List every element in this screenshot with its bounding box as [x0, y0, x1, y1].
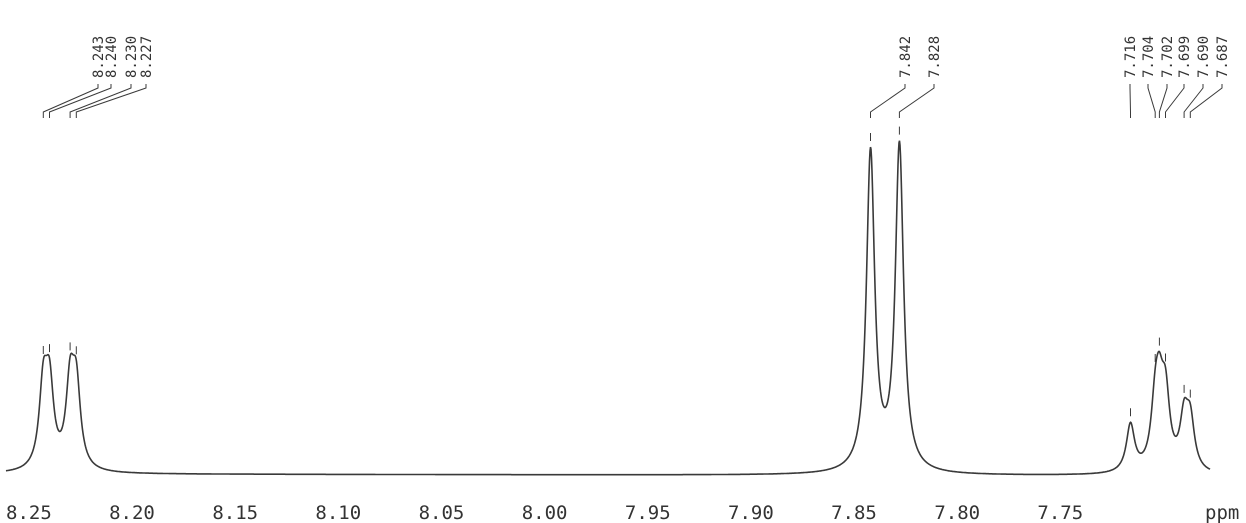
x-tick-label: 8.15	[212, 502, 258, 523]
peak-label: 8.227	[139, 36, 155, 78]
peak-label-connector	[1158, 84, 1168, 118]
peak-label-connector	[1189, 84, 1223, 118]
x-tick-label: 7.75	[1037, 502, 1083, 523]
x-tick-label: 8.10	[315, 502, 361, 523]
peak-label: 7.687	[1215, 36, 1231, 78]
x-axis-unit-label: ppm	[1205, 502, 1239, 523]
peak-label-connector	[49, 84, 112, 118]
x-tick-label: 7.95	[625, 502, 671, 523]
peak-label-connector	[1129, 84, 1131, 118]
peak-label: 7.690	[1196, 36, 1212, 78]
peak-label: 7.828	[927, 36, 943, 78]
peak-label: 7.702	[1160, 36, 1176, 78]
peak-label: 8.230	[124, 36, 140, 78]
peak-label: 7.704	[1141, 36, 1157, 78]
peak-label-connector	[1147, 84, 1156, 118]
x-tick-label: 8.20	[109, 502, 155, 523]
peak-label-connector	[1165, 84, 1185, 118]
peak-label: 7.699	[1177, 36, 1193, 78]
x-tick-label: 8.25	[6, 502, 52, 523]
x-tick-label: 7.80	[934, 502, 980, 523]
peak-label: 8.243	[91, 36, 107, 78]
x-axis-ticks: 8.25 8.20 8.15 8.10 8.05 8.00 7.95 7.90 7.85 7.80…	[6, 502, 1083, 523]
x-tick-label: 8.00	[522, 502, 568, 523]
spectrum-line	[5, 140, 1211, 476]
x-tick-label: 7.85	[831, 502, 877, 523]
peak-label-connector	[69, 84, 132, 118]
peak-label-connector	[898, 84, 935, 118]
peak-label-connector	[870, 84, 906, 118]
peak-label: 8.240	[104, 36, 120, 78]
x-tick-label: 7.90	[728, 502, 774, 523]
peak-label: 7.842	[898, 36, 914, 78]
peak-label-connector	[1183, 84, 1204, 118]
peak-label: 7.716	[1123, 36, 1139, 78]
peak-label-connector	[75, 84, 147, 118]
peak-label-connector	[42, 84, 99, 118]
spectrum-trace	[5, 140, 1211, 476]
x-tick-label: 8.05	[419, 502, 465, 523]
